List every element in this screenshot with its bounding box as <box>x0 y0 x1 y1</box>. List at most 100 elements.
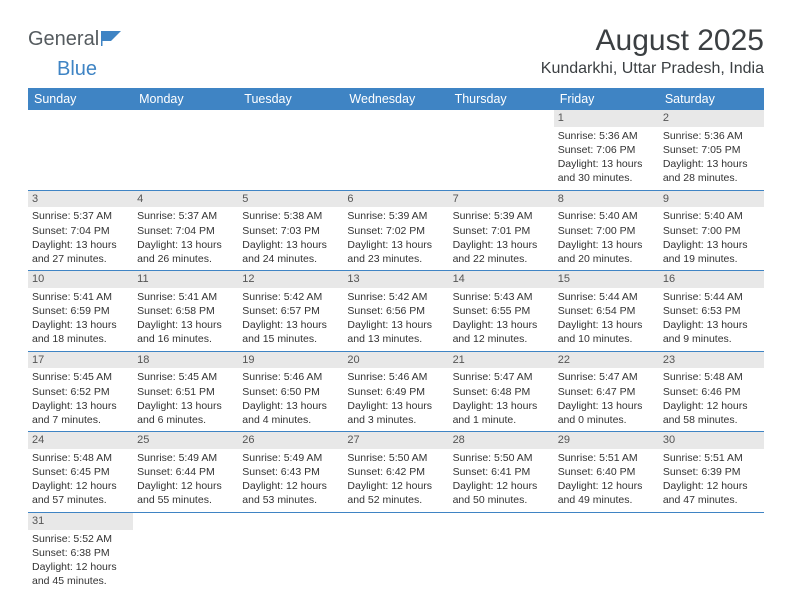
day-info-line: Sunrise: 5:50 AM <box>453 451 550 465</box>
day-info-line: Sunrise: 5:39 AM <box>347 209 444 223</box>
calendar-day-cell: 27Sunrise: 5:50 AMSunset: 6:42 PMDayligh… <box>343 432 448 513</box>
day-number: 17 <box>28 352 133 369</box>
day-info-line: Sunrise: 5:38 AM <box>242 209 339 223</box>
day-info-line: Daylight: 13 hours <box>558 399 655 413</box>
calendar-week-row: 1 Sunrise: 5:36 AM Sunset: 7:06 PM Daylight… <box>28 110 764 190</box>
day-number: 9 <box>659 191 764 208</box>
day-info: Sunrise: 5:49 AMSunset: 6:43 PMDaylight:… <box>238 449 343 512</box>
day-info-line: Sunset: 6:48 PM <box>453 385 550 399</box>
calendar-day-cell: 5Sunrise: 5:38 AMSunset: 7:03 PMDaylight… <box>238 190 343 271</box>
day-number: 3 <box>28 191 133 208</box>
day-info-line: Sunrise: 5:47 AM <box>558 370 655 384</box>
day-info: Sunrise: 5:46 AMSunset: 6:49 PMDaylight:… <box>343 368 448 431</box>
day-number: 16 <box>659 271 764 288</box>
calendar-day-cell: 3Sunrise: 5:37 AMSunset: 7:04 PMDaylight… <box>28 190 133 271</box>
day-info-line: Sunrise: 5:41 AM <box>137 290 234 304</box>
calendar-day-cell: 28Sunrise: 5:50 AMSunset: 6:41 PMDayligh… <box>449 432 554 513</box>
day-info-line: Sunrise: 5:51 AM <box>558 451 655 465</box>
day-info-line: Sunrise: 5:43 AM <box>453 290 550 304</box>
day-info: Sunrise: 5:41 AMSunset: 6:59 PMDaylight:… <box>28 288 133 351</box>
day-info-line: Sunset: 7:06 PM <box>558 143 655 157</box>
day-info-line: and 47 minutes. <box>663 493 760 507</box>
day-info-line: and 55 minutes. <box>137 493 234 507</box>
day-info: Sunrise: 5:43 AMSunset: 6:55 PMDaylight:… <box>449 288 554 351</box>
day-info-line: and 10 minutes. <box>558 332 655 346</box>
calendar-day-cell: 30Sunrise: 5:51 AMSunset: 6:39 PMDayligh… <box>659 432 764 513</box>
day-number: 6 <box>343 191 448 208</box>
day-info-line: and 50 minutes. <box>453 493 550 507</box>
day-info-line: and 23 minutes. <box>347 252 444 266</box>
day-info-line: Daylight: 12 hours <box>137 479 234 493</box>
day-info-line: Sunrise: 5:48 AM <box>32 451 129 465</box>
day-info-line: Daylight: 13 hours <box>347 238 444 252</box>
day-info-line: Sunset: 7:01 PM <box>453 224 550 238</box>
calendar-day-cell: 2Sunrise: 5:36 AMSunset: 7:05 PMDaylight… <box>659 110 764 190</box>
day-info-line: and 6 minutes. <box>137 413 234 427</box>
day-info-line: Daylight: 12 hours <box>558 479 655 493</box>
day-number: 19 <box>238 352 343 369</box>
weekday-header-row: SundayMondayTuesdayWednesdayThursdayFrid… <box>28 88 764 110</box>
day-info-line: and 30 minutes. <box>558 171 655 185</box>
day-info-line: and 16 minutes. <box>137 332 234 346</box>
day-number: 1 <box>554 110 659 127</box>
day-number: 12 <box>238 271 343 288</box>
day-info-line: and 49 minutes. <box>558 493 655 507</box>
day-info-line: and 1 minute. <box>453 413 550 427</box>
day-info-line: Daylight: 12 hours <box>347 479 444 493</box>
day-info-line: Sunset: 7:04 PM <box>137 224 234 238</box>
calendar-day-cell: 9Sunrise: 5:40 AMSunset: 7:00 PMDaylight… <box>659 190 764 271</box>
day-info: Sunrise: 5:47 AMSunset: 6:48 PMDaylight:… <box>449 368 554 431</box>
calendar-day-cell: 8Sunrise: 5:40 AMSunset: 7:00 PMDaylight… <box>554 190 659 271</box>
calendar-day-cell: 16Sunrise: 5:44 AMSunset: 6:53 PMDayligh… <box>659 271 764 352</box>
logo-text-blue: Blue <box>57 58 97 81</box>
day-info-line: Daylight: 13 hours <box>137 318 234 332</box>
day-info-line: Sunset: 6:53 PM <box>663 304 760 318</box>
day-info-line: Daylight: 13 hours <box>347 399 444 413</box>
day-number: 28 <box>449 432 554 449</box>
calendar-day-cell: 14Sunrise: 5:43 AMSunset: 6:55 PMDayligh… <box>449 271 554 352</box>
day-info-line: Daylight: 13 hours <box>32 318 129 332</box>
day-info-line: Sunset: 7:03 PM <box>242 224 339 238</box>
logo-text-general: General <box>28 28 99 51</box>
day-info-line: and 57 minutes. <box>32 493 129 507</box>
day-info-line: Daylight: 13 hours <box>242 318 339 332</box>
day-info-line: and 24 minutes. <box>242 252 339 266</box>
day-info: Sunrise: 5:37 AMSunset: 7:04 PMDaylight:… <box>133 207 238 270</box>
day-info-line: Daylight: 12 hours <box>242 479 339 493</box>
day-info-line: Sunset: 6:51 PM <box>137 385 234 399</box>
calendar-day-cell: 29Sunrise: 5:51 AMSunset: 6:40 PMDayligh… <box>554 432 659 513</box>
day-info-line: Sunrise: 5:41 AM <box>32 290 129 304</box>
calendar-day-cell: 12Sunrise: 5:42 AMSunset: 6:57 PMDayligh… <box>238 271 343 352</box>
day-info-line: Sunset: 6:55 PM <box>453 304 550 318</box>
calendar-day-cell: 7Sunrise: 5:39 AMSunset: 7:01 PMDaylight… <box>449 190 554 271</box>
day-info-line: Daylight: 13 hours <box>32 399 129 413</box>
logo-flag-icon <box>101 28 127 51</box>
day-info-line: Sunset: 6:38 PM <box>32 546 129 560</box>
day-info-line: Daylight: 13 hours <box>242 399 339 413</box>
calendar-day-cell: 31Sunrise: 5:52 AMSunset: 6:38 PMDayligh… <box>28 512 133 592</box>
day-info-line: Sunrise: 5:36 AM <box>663 129 760 143</box>
day-info-line: Daylight: 13 hours <box>663 157 760 171</box>
calendar-empty-cell <box>343 512 448 592</box>
day-info: Sunrise: 5:51 AMSunset: 6:40 PMDaylight:… <box>554 449 659 512</box>
day-info: Sunrise: 5:40 AMSunset: 7:00 PMDaylight:… <box>659 207 764 270</box>
day-info: Sunrise: 5:47 AMSunset: 6:47 PMDaylight:… <box>554 368 659 431</box>
day-info-line: and 18 minutes. <box>32 332 129 346</box>
day-info: Sunrise: 5:45 AMSunset: 6:52 PMDaylight:… <box>28 368 133 431</box>
day-info: Sunrise: 5:36 AMSunset: 7:05 PMDaylight:… <box>659 127 764 190</box>
day-info-line: Sunrise: 5:52 AM <box>32 532 129 546</box>
day-number: 25 <box>133 432 238 449</box>
day-info-line: Daylight: 13 hours <box>347 318 444 332</box>
day-info: Sunrise: 5:49 AMSunset: 6:44 PMDaylight:… <box>133 449 238 512</box>
day-number: 7 <box>449 191 554 208</box>
calendar-day-cell: 23Sunrise: 5:48 AMSunset: 6:46 PMDayligh… <box>659 351 764 432</box>
calendar-day-cell: 10Sunrise: 5:41 AMSunset: 6:59 PMDayligh… <box>28 271 133 352</box>
day-info-line: and 52 minutes. <box>347 493 444 507</box>
day-info-line: Daylight: 13 hours <box>137 238 234 252</box>
day-info-line: Sunrise: 5:40 AM <box>558 209 655 223</box>
day-info-line: Daylight: 13 hours <box>663 318 760 332</box>
calendar-week-row: 17Sunrise: 5:45 AMSunset: 6:52 PMDayligh… <box>28 351 764 432</box>
day-info-line: Sunset: 7:02 PM <box>347 224 444 238</box>
day-info-line: and 4 minutes. <box>242 413 339 427</box>
day-info: Sunrise: 5:50 AMSunset: 6:41 PMDaylight:… <box>449 449 554 512</box>
